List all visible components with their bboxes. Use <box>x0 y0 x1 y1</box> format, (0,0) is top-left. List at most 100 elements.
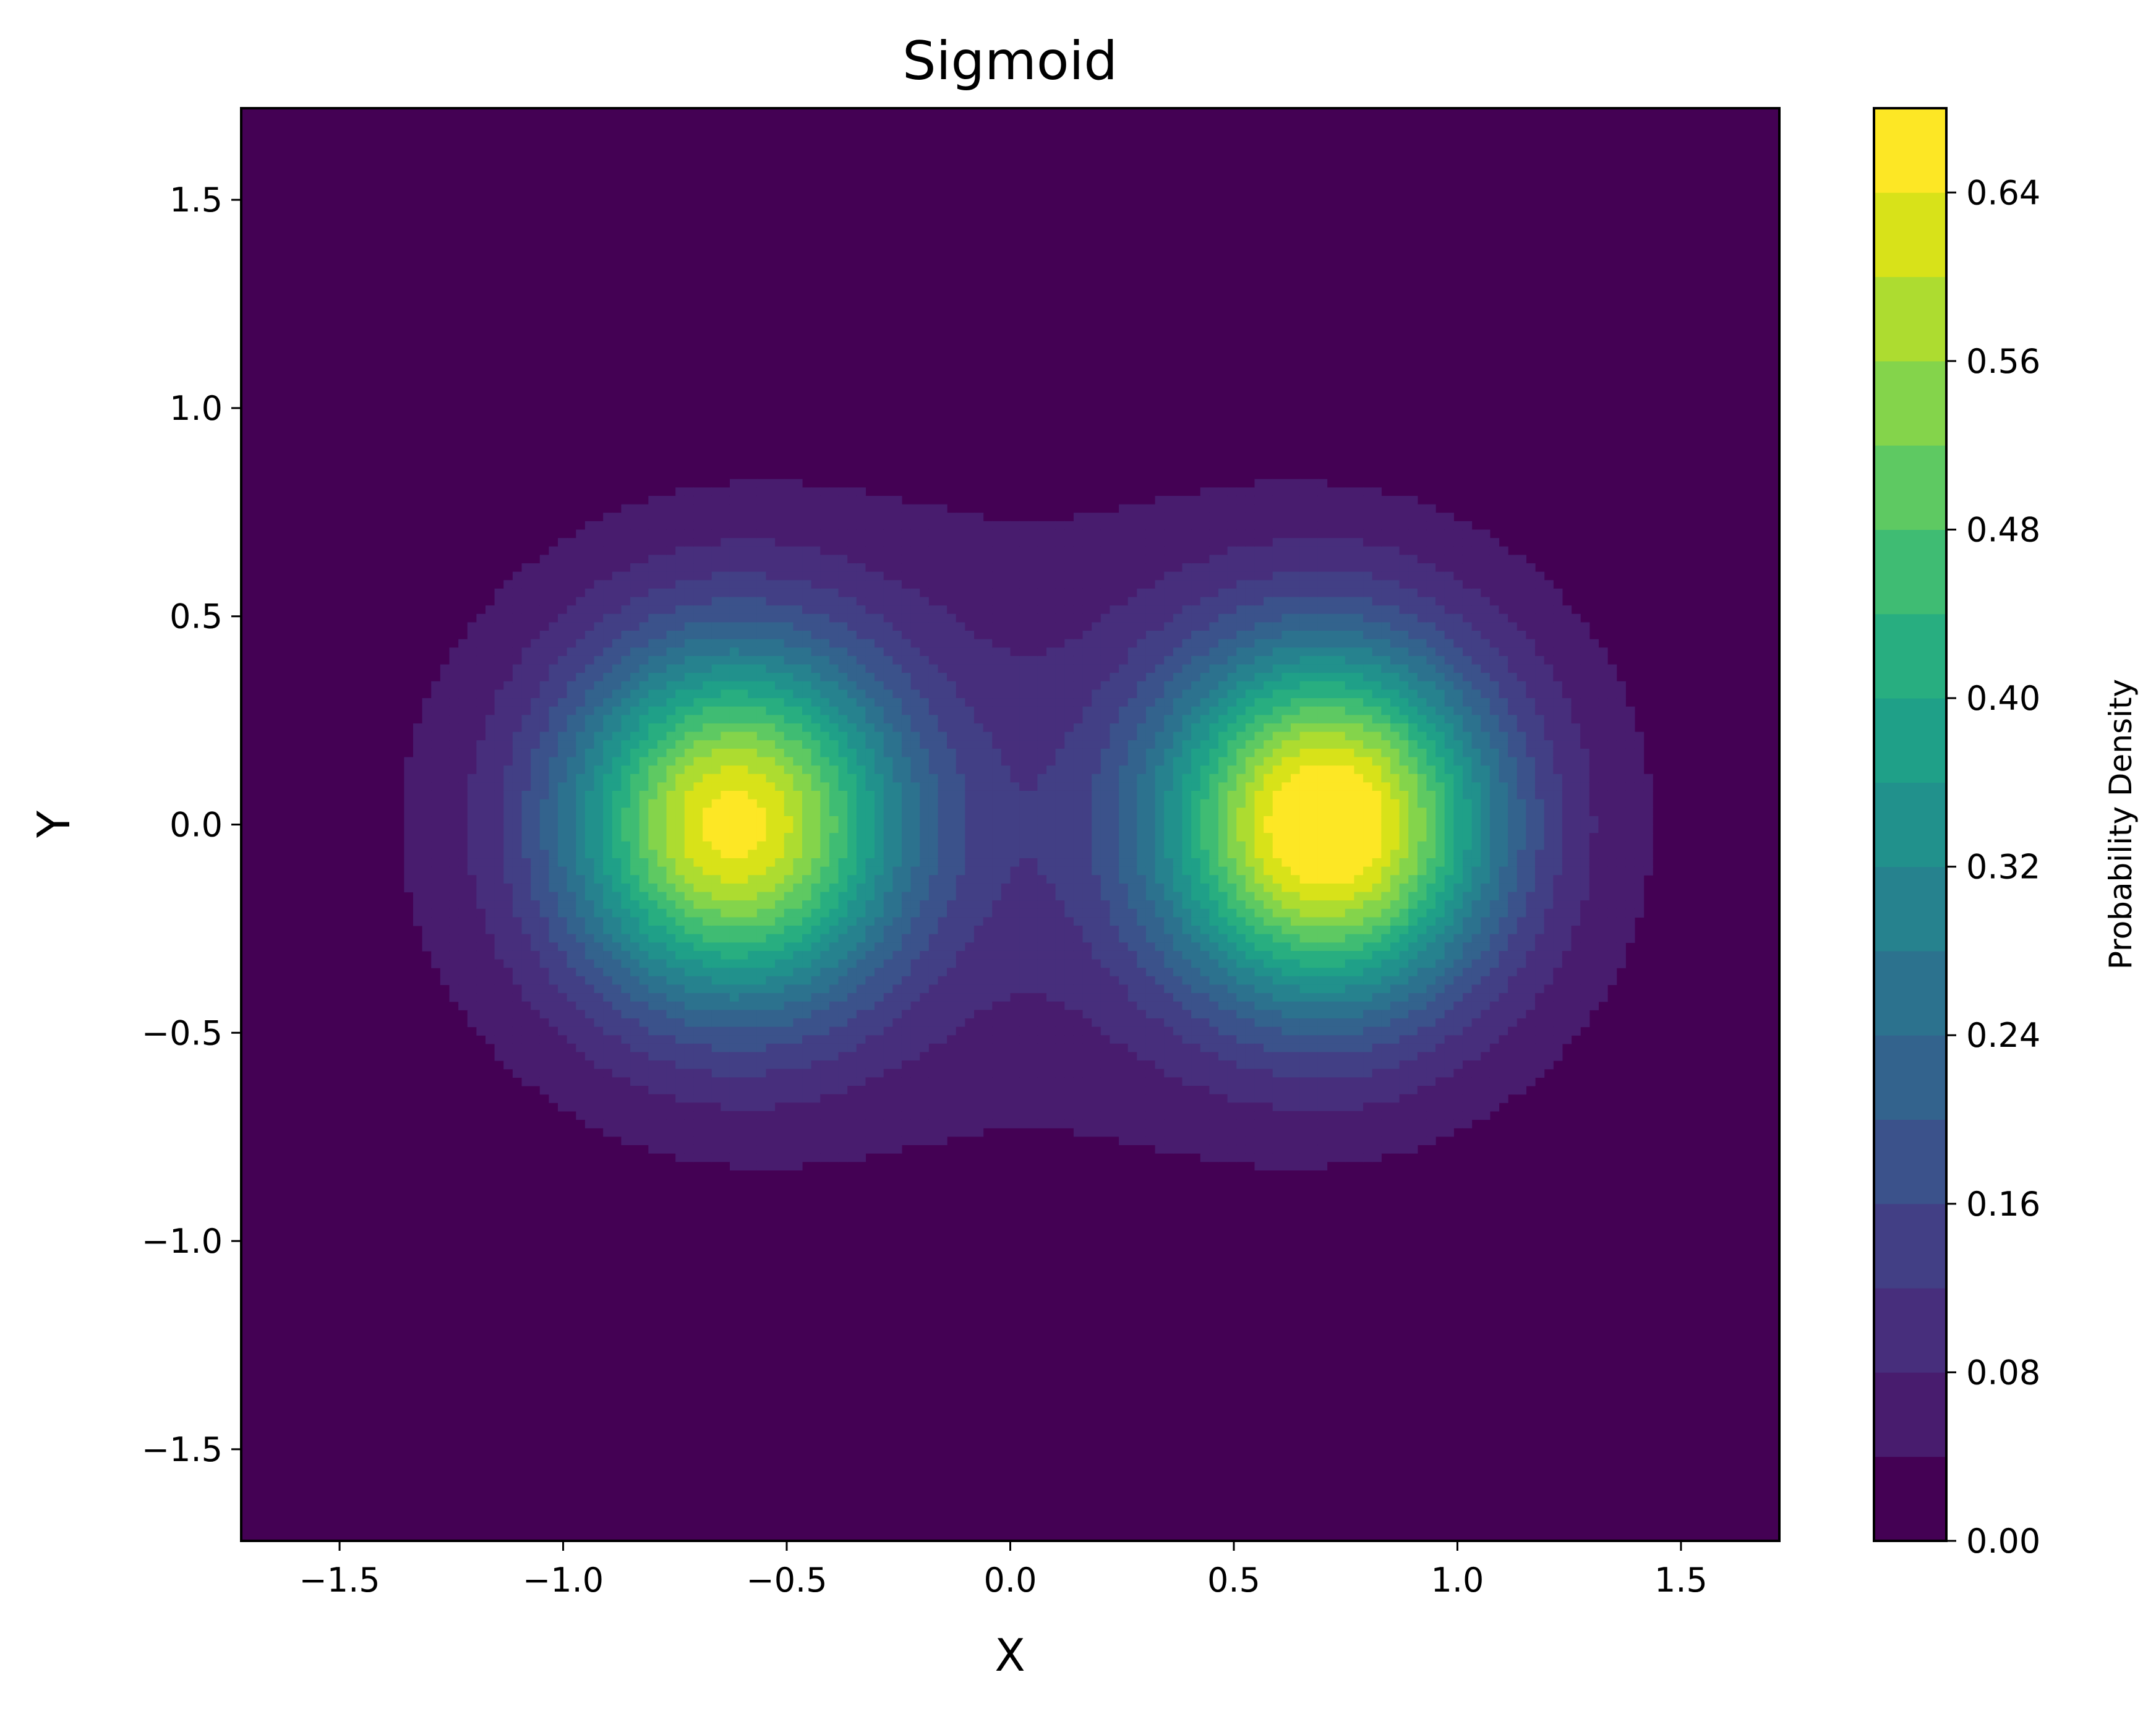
contour-cell <box>956 917 965 926</box>
contour-cell <box>766 1018 776 1028</box>
contour-cell <box>775 698 785 707</box>
contour-cell <box>684 639 695 648</box>
contour-cell <box>684 1026 695 1036</box>
contour-cell <box>738 765 748 775</box>
contour-cell <box>756 673 767 682</box>
contour-cell <box>567 917 576 926</box>
contour-cell <box>630 866 640 876</box>
contour-cell <box>748 1052 758 1061</box>
contour-cell <box>1037 1010 1047 1019</box>
contour-cell <box>630 748 640 758</box>
contour-cell <box>1019 799 1029 808</box>
contour-cell <box>558 1060 568 1070</box>
contour-cell <box>973 706 984 715</box>
contour-cell <box>594 900 604 910</box>
contour-cell <box>756 1077 767 1086</box>
contour-cell <box>784 521 794 531</box>
contour-cell <box>856 883 866 893</box>
contour-cell <box>703 681 712 691</box>
contour-cell <box>865 892 875 901</box>
contour-cell <box>928 513 939 522</box>
contour-cell <box>875 984 884 994</box>
contour-cell <box>603 580 613 589</box>
contour-cell <box>865 1111 875 1120</box>
contour-cell <box>711 892 721 901</box>
contour-cell <box>802 858 812 868</box>
contour-cell <box>675 976 685 986</box>
contour-cell <box>838 841 848 850</box>
contour-cell <box>684 1035 695 1044</box>
contour-cell <box>521 647 531 657</box>
contour-cell <box>531 892 541 901</box>
contour-cell <box>829 571 839 581</box>
contour-cell <box>467 866 477 876</box>
contour-cell <box>738 1018 748 1028</box>
contour-cell <box>539 808 549 817</box>
contour-cell <box>404 808 414 817</box>
contour-cell <box>485 833 495 842</box>
contour-cell <box>703 538 712 547</box>
contour-cell <box>802 1128 812 1137</box>
contour-cell <box>1010 934 1020 943</box>
contour-cell <box>675 984 685 994</box>
contour-cell <box>558 883 568 893</box>
contour-cell <box>938 875 948 884</box>
contour-cell <box>802 875 812 884</box>
contour-cell <box>793 1010 803 1019</box>
contour-cell <box>549 715 558 724</box>
contour-cell <box>820 917 830 926</box>
contour-cell <box>494 824 504 834</box>
contour-cell <box>584 959 595 968</box>
contour-cell <box>766 631 776 640</box>
contour-cell <box>721 816 730 825</box>
contour-cell <box>721 926 730 935</box>
contour-cell <box>856 1119 866 1128</box>
contour-cell <box>947 1043 957 1053</box>
contour-cell <box>539 731 549 741</box>
contour-cell <box>766 1161 776 1170</box>
contour-cell <box>938 1068 948 1078</box>
contour-cell <box>431 942 441 952</box>
contour-cell <box>666 824 676 834</box>
contour-cell <box>639 1068 649 1078</box>
contour-cell <box>1001 588 1011 598</box>
contour-cell <box>973 765 984 775</box>
contour-cell <box>748 521 758 531</box>
contour-cell <box>892 875 902 884</box>
contour-cell <box>865 647 875 657</box>
contour-cell <box>856 816 866 825</box>
contour-cell <box>639 631 649 640</box>
contour-cell <box>856 546 866 555</box>
contour-cell <box>603 850 613 859</box>
contour-cell <box>576 538 586 547</box>
contour-cell <box>422 731 432 741</box>
contour-cell <box>820 1077 830 1086</box>
contour-cell <box>910 740 920 749</box>
contour-cell <box>992 883 1002 893</box>
contour-cell <box>476 715 486 724</box>
contour-cell <box>910 613 920 623</box>
contour-cell <box>1001 689 1011 699</box>
contour-cell <box>938 833 948 842</box>
contour-cell <box>901 571 912 581</box>
contour-cell <box>793 571 803 581</box>
contour-cell <box>721 563 730 573</box>
contour-cell <box>875 866 884 876</box>
contour-cell <box>648 774 658 783</box>
contour-cell <box>865 866 875 876</box>
contour-cell <box>965 731 975 741</box>
contour-cell <box>756 883 767 893</box>
contour-cell <box>630 833 640 842</box>
contour-cell <box>639 538 649 547</box>
contour-cell <box>802 740 812 749</box>
contour-cell <box>729 1128 740 1137</box>
contour-cell <box>630 588 640 598</box>
contour-cell <box>531 1026 541 1036</box>
contour-cell <box>992 1119 1002 1128</box>
contour-cell <box>576 942 586 952</box>
contour-cell <box>494 976 504 986</box>
contour-cell <box>558 1026 568 1036</box>
contour-cell <box>847 504 857 513</box>
contour-cell <box>947 706 957 715</box>
contour-cell <box>549 1068 558 1078</box>
